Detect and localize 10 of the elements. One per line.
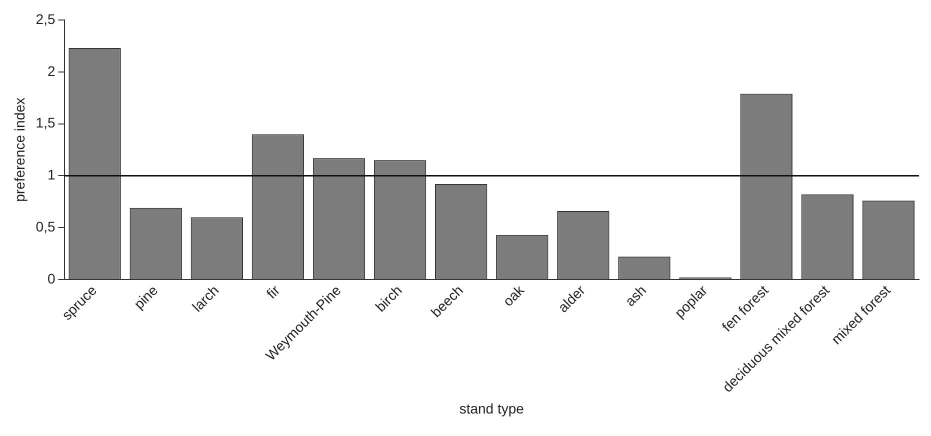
y-tick-label: 1 — [47, 166, 56, 183]
y-axis-title: preference index — [11, 98, 28, 202]
x-tick-label: oak — [500, 281, 528, 310]
y-tick-label: 2 — [47, 62, 56, 79]
y-tick-label: 1,5 — [36, 114, 56, 131]
y-tick-label: 0 — [47, 270, 56, 286]
x-axis-title: stand type — [459, 400, 524, 416]
x-tick-label: ash — [622, 282, 650, 310]
y-tick-label: 2,5 — [36, 10, 56, 27]
y-tick-label: 0,5 — [36, 218, 56, 234]
